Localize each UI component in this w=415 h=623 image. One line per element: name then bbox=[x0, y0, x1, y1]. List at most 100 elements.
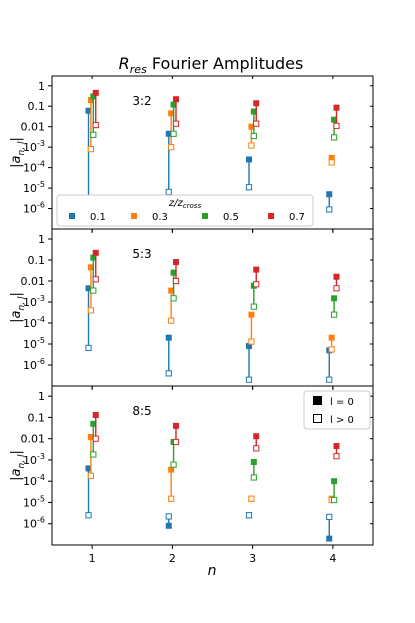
marker-l0 bbox=[87, 433, 94, 440]
marker-lgt0 bbox=[245, 376, 253, 383]
resonance-label: 8:5 bbox=[132, 404, 151, 418]
y-tick-label: 10-5 bbox=[23, 494, 45, 509]
marker-l0 bbox=[165, 522, 172, 529]
x-tick-label: 3 bbox=[249, 552, 256, 565]
marker-lgt0 bbox=[170, 295, 177, 302]
marker-l0 bbox=[170, 269, 177, 276]
title-rest: Fourier Amplitudes bbox=[147, 54, 304, 73]
marker-lgt0 bbox=[165, 188, 172, 196]
z-legend-label: 0.3 bbox=[152, 212, 168, 223]
marker-l0 bbox=[90, 254, 97, 261]
marker-lgt0 bbox=[333, 453, 340, 460]
marker-l0 bbox=[331, 295, 338, 302]
z-legend-label: 0.5 bbox=[223, 212, 239, 223]
marker-l0 bbox=[253, 100, 260, 107]
z-legend-marker bbox=[202, 213, 208, 219]
marker-l0 bbox=[246, 156, 253, 163]
marker-l0 bbox=[92, 411, 99, 418]
panel-2: 1 0.1 0.01 10-3 10-4 10-5 10-6 |an, l| 5:3 bbox=[9, 228, 374, 390]
marker-lgt0 bbox=[87, 307, 95, 314]
marker-lgt0 bbox=[92, 435, 99, 442]
marker-l0 bbox=[333, 443, 340, 450]
marker-lgt0 bbox=[165, 513, 172, 520]
marker-l0 bbox=[172, 259, 179, 266]
marker-lgt0 bbox=[326, 513, 333, 520]
marker-l0 bbox=[253, 433, 260, 440]
marker-l0 bbox=[246, 343, 253, 350]
x-axis-label: n bbox=[208, 563, 217, 579]
marker-l0 bbox=[165, 334, 172, 341]
marker-l0 bbox=[326, 191, 333, 198]
marker-lgt0 bbox=[172, 438, 180, 446]
marker-lgt0 bbox=[250, 132, 257, 140]
y-axis-label: |an, l| bbox=[9, 292, 27, 323]
marker-lgt0 bbox=[87, 472, 95, 479]
marker-lgt0 bbox=[250, 474, 257, 481]
marker-lgt0 bbox=[245, 184, 253, 191]
legend-filled-marker bbox=[313, 396, 322, 405]
marker-l0 bbox=[328, 334, 335, 341]
marker-l0 bbox=[326, 535, 333, 542]
marker-l0 bbox=[168, 466, 175, 473]
panels: 1 0.1 0.01 10-3 10-4 10-5 10-6 |an, l| 3:2 z/zcro… bbox=[9, 75, 374, 565]
y-tick-label: 10-6 bbox=[23, 357, 45, 372]
y-tick-label: 10-4 bbox=[23, 473, 45, 488]
y-tick-label: 10-3 bbox=[23, 294, 45, 309]
marker-l0 bbox=[248, 123, 255, 130]
marker-l0 bbox=[253, 266, 260, 273]
panel-3: 1 0.1 0.01 10-3 10-4 10-5 10-6 1 2 3 4 |an, l| 8:5 l … bbox=[9, 385, 374, 565]
legend-open-marker bbox=[313, 414, 322, 423]
marker-l0 bbox=[333, 273, 340, 280]
marker-lgt0 bbox=[165, 370, 172, 377]
y-axis-label: |an, l| bbox=[9, 137, 27, 168]
x-tick-label: 4 bbox=[329, 552, 336, 565]
y-tick-label: 10-4 bbox=[23, 160, 45, 175]
marker-lgt0 bbox=[168, 495, 175, 502]
y-tick-label: 10-5 bbox=[23, 180, 45, 195]
y-tick-label: 10-3 bbox=[23, 452, 45, 467]
resonance-label: 3:2 bbox=[132, 94, 151, 108]
marker-lgt0 bbox=[168, 144, 175, 151]
marker-lgt0 bbox=[85, 344, 92, 352]
marker-lgt0 bbox=[330, 134, 338, 141]
marker-lgt0 bbox=[253, 281, 260, 288]
marker-l0 bbox=[90, 420, 97, 427]
marker-l0 bbox=[172, 96, 179, 103]
marker-l0 bbox=[172, 422, 179, 429]
chart-title: Rres Fourier Amplitudes bbox=[119, 54, 304, 76]
z-legend-marker bbox=[268, 213, 274, 219]
z-legend-marker bbox=[69, 213, 75, 219]
marker-l0 bbox=[170, 101, 177, 108]
marker-lgt0 bbox=[90, 131, 97, 138]
marker-l0 bbox=[92, 89, 99, 96]
marker-lgt0 bbox=[92, 276, 99, 283]
marker-lgt0 bbox=[248, 338, 255, 345]
y-tick-label: 0.1 bbox=[28, 100, 46, 113]
y-tick-label: 1 bbox=[38, 233, 45, 246]
y-tick-label: 0.1 bbox=[28, 411, 46, 424]
panel-1: 1 0.1 0.01 10-3 10-4 10-5 10-6 |an, l| 3:2 z/zcro… bbox=[9, 75, 374, 233]
marker-l0 bbox=[87, 264, 94, 271]
marker-lgt0 bbox=[248, 495, 255, 502]
title-sub: res bbox=[130, 63, 147, 76]
panel-frame bbox=[51, 385, 374, 546]
marker-lgt0 bbox=[172, 120, 180, 127]
y-tick-label: 1 bbox=[38, 390, 45, 403]
y-tick-label: 10-3 bbox=[23, 139, 45, 154]
marker-lgt0 bbox=[253, 445, 260, 452]
marker-l0 bbox=[250, 459, 257, 466]
marker-lgt0 bbox=[172, 277, 180, 285]
marker-lgt0 bbox=[92, 121, 99, 129]
y-tick-label: 0.01 bbox=[21, 433, 46, 446]
marker-lgt0 bbox=[245, 512, 253, 519]
marker-l0 bbox=[87, 97, 94, 104]
marker-lgt0 bbox=[328, 159, 335, 166]
x-tick-label: 1 bbox=[89, 552, 96, 565]
marker-l0 bbox=[165, 130, 172, 137]
marker-l0 bbox=[250, 108, 257, 115]
marker-lgt0 bbox=[250, 303, 257, 310]
marker-lgt0 bbox=[326, 376, 333, 383]
resonance-label: 5:3 bbox=[132, 247, 151, 261]
marker-lgt0 bbox=[248, 142, 255, 149]
